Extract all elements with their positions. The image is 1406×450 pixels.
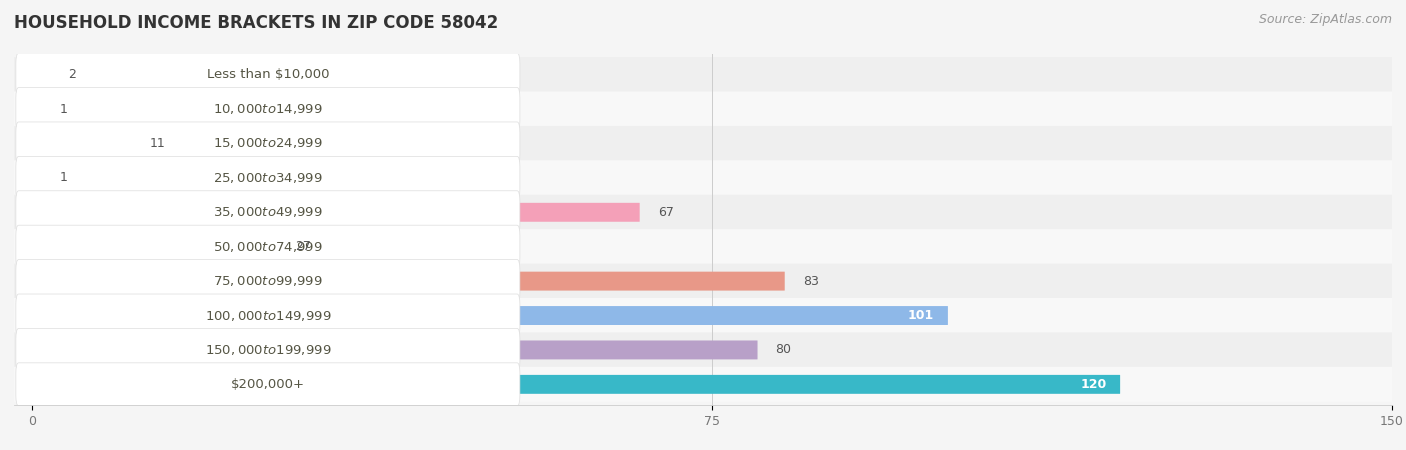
FancyBboxPatch shape [32, 99, 46, 118]
FancyBboxPatch shape [32, 237, 277, 256]
FancyBboxPatch shape [32, 203, 640, 222]
FancyBboxPatch shape [15, 260, 520, 302]
Text: $15,000 to $24,999: $15,000 to $24,999 [214, 136, 323, 150]
Text: 2: 2 [69, 68, 76, 81]
Text: 83: 83 [803, 274, 818, 288]
FancyBboxPatch shape [15, 88, 520, 130]
FancyBboxPatch shape [14, 57, 1406, 92]
Text: 80: 80 [776, 343, 792, 356]
FancyBboxPatch shape [14, 367, 1406, 402]
Text: $75,000 to $99,999: $75,000 to $99,999 [214, 274, 323, 288]
Text: $50,000 to $74,999: $50,000 to $74,999 [214, 240, 323, 254]
FancyBboxPatch shape [14, 298, 1406, 333]
FancyBboxPatch shape [15, 225, 520, 268]
Text: 11: 11 [150, 137, 166, 150]
FancyBboxPatch shape [32, 375, 1121, 394]
Text: Source: ZipAtlas.com: Source: ZipAtlas.com [1258, 14, 1392, 27]
FancyBboxPatch shape [14, 264, 1406, 299]
FancyBboxPatch shape [15, 53, 520, 96]
FancyBboxPatch shape [15, 122, 520, 165]
Text: $100,000 to $149,999: $100,000 to $149,999 [205, 309, 332, 323]
FancyBboxPatch shape [14, 126, 1406, 161]
FancyBboxPatch shape [15, 157, 520, 199]
FancyBboxPatch shape [15, 328, 520, 371]
FancyBboxPatch shape [32, 272, 785, 291]
Text: 1: 1 [59, 103, 67, 116]
Text: 67: 67 [658, 206, 673, 219]
FancyBboxPatch shape [32, 65, 51, 84]
Text: 101: 101 [908, 309, 934, 322]
Text: Less than $10,000: Less than $10,000 [207, 68, 329, 81]
FancyBboxPatch shape [32, 168, 46, 187]
FancyBboxPatch shape [32, 306, 948, 325]
FancyBboxPatch shape [14, 229, 1406, 264]
Text: $25,000 to $34,999: $25,000 to $34,999 [214, 171, 323, 185]
FancyBboxPatch shape [15, 191, 520, 234]
FancyBboxPatch shape [15, 294, 520, 337]
FancyBboxPatch shape [14, 91, 1406, 126]
FancyBboxPatch shape [32, 341, 758, 360]
Text: $35,000 to $49,999: $35,000 to $49,999 [214, 205, 323, 219]
FancyBboxPatch shape [14, 333, 1406, 368]
Text: $10,000 to $14,999: $10,000 to $14,999 [214, 102, 323, 116]
Text: HOUSEHOLD INCOME BRACKETS IN ZIP CODE 58042: HOUSEHOLD INCOME BRACKETS IN ZIP CODE 58… [14, 14, 498, 32]
Text: $150,000 to $199,999: $150,000 to $199,999 [205, 343, 332, 357]
Text: $200,000+: $200,000+ [231, 378, 305, 391]
FancyBboxPatch shape [14, 195, 1406, 230]
Text: 27: 27 [295, 240, 311, 253]
Text: 1: 1 [59, 171, 67, 184]
Text: 120: 120 [1080, 378, 1107, 391]
FancyBboxPatch shape [32, 134, 132, 153]
FancyBboxPatch shape [14, 160, 1406, 195]
FancyBboxPatch shape [15, 363, 520, 406]
